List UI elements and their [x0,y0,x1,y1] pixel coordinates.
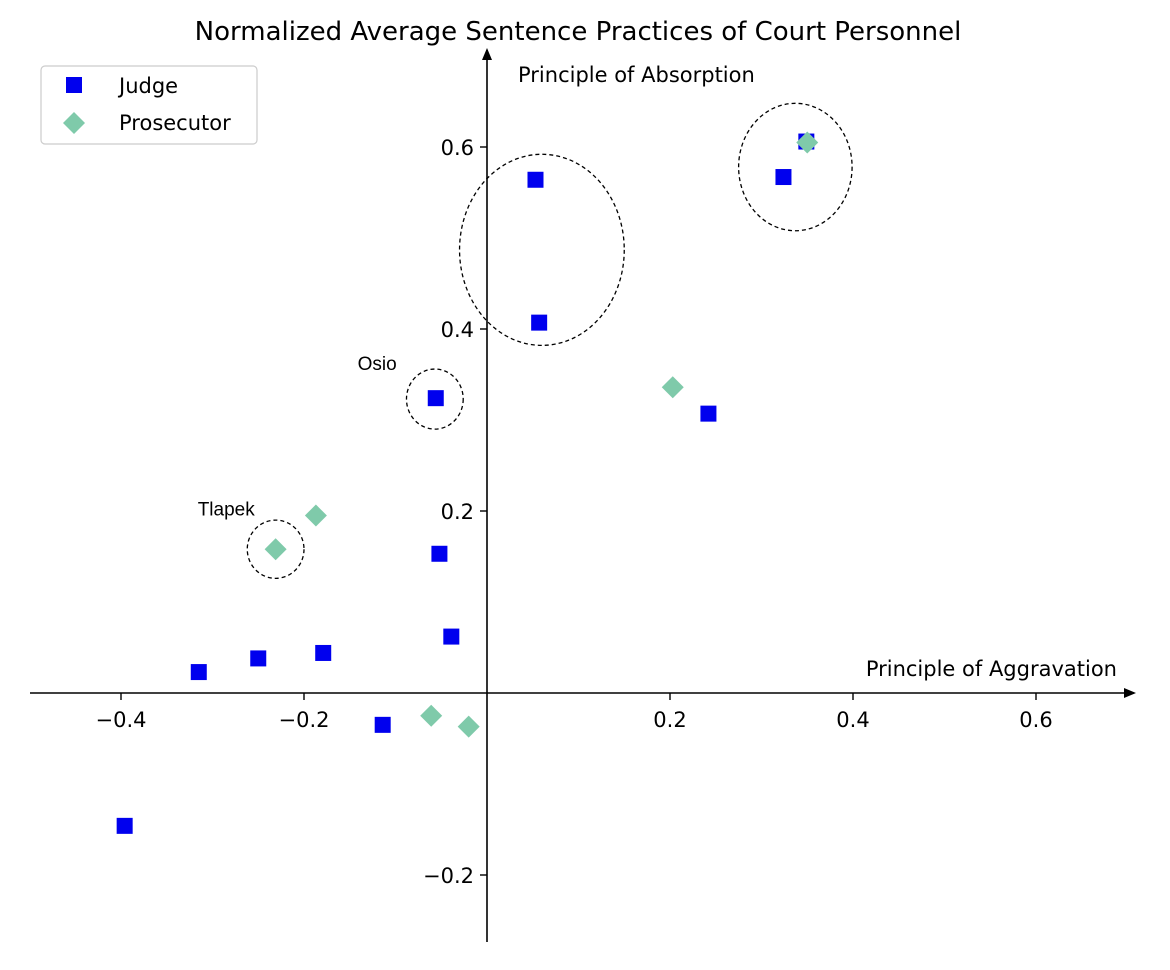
y-axis-label: Principle of Absorption [518,63,755,87]
legend-prosecutor-label: Prosecutor [119,111,231,135]
legend-judge-label: Judge [117,74,178,98]
judge-point [190,664,207,681]
x-axis-label: Principle of Aggravation [866,657,1117,681]
y-tick-label: 0.4 [441,318,474,342]
highlight-ellipse [405,368,464,430]
judge-point [443,628,460,645]
legend-frame [40,65,258,145]
prosecutor-point [420,704,443,727]
axis-ticks: −0.4 −0.2 0.2 0.4 0.6 −0.2 0.2 0.4 0.6 [96,136,1053,888]
prosecutor-point [796,131,819,154]
data-points [116,131,819,834]
y-tick-label: 0.2 [441,500,474,524]
prosecutor-point [304,504,327,527]
judge-point [431,545,448,562]
judge-point [527,171,544,188]
prosecutor-point [661,376,684,399]
legend-prosecutor-marker [63,112,85,134]
x-tick-label: 0.6 [1019,708,1052,732]
x-tick-label: −0.2 [279,708,330,732]
judge-point [374,716,391,733]
legend: Judge Prosecutor [40,65,258,145]
judge-point [116,817,133,834]
highlight-ellipse [458,153,625,347]
judge-point [250,650,267,667]
x-tick-label: 0.2 [653,708,686,732]
prosecutor-point [264,538,287,561]
y-tick-label: −0.2 [423,864,474,888]
prosecutor-point [457,715,480,738]
judge-point [427,390,444,407]
judge-point [700,405,717,422]
y-tick-label: 0.6 [441,136,474,160]
point-annotation: Tlapek [198,500,256,521]
highlight-ellipses [246,102,853,579]
judge-point [315,644,332,661]
highlight-ellipse [246,519,305,579]
x-tick-label: 0.4 [836,708,869,732]
highlight-ellipse [737,102,853,232]
point-annotation: Osio [358,354,397,375]
judge-point [531,314,548,331]
x-tick-label: −0.4 [96,708,147,732]
judge-point [775,169,792,186]
legend-judge-marker [66,77,82,93]
chart-title: Normalized Average Sentence Practices of… [195,17,962,47]
annotations: Osio Tlapek [198,354,397,521]
